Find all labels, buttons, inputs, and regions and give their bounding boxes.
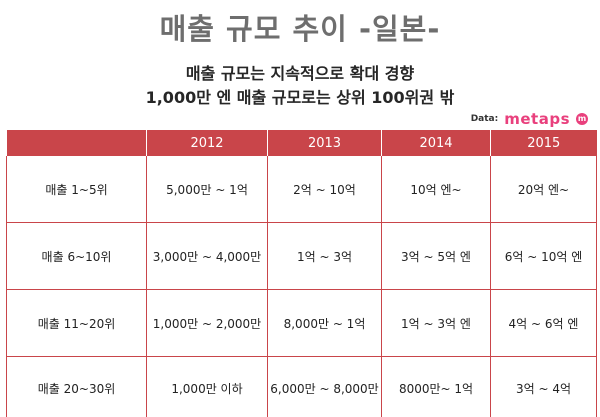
revenue-table: 2012 2013 2014 2015 매출 1~5위 5,000만 ~ 1억 … — [6, 130, 597, 417]
table-cell: 3,000만 ~ 4,000만 — [146, 222, 268, 290]
table-cell: 6,000만 ~ 8,000만 — [267, 356, 382, 417]
header-cell-2013: 2013 — [267, 130, 382, 156]
subtitle-line-2: 1,000만 엔 매출 규모로는 상위 100위권 밖 — [145, 88, 455, 107]
table-cell: 4억 ~ 6억 엔 — [490, 289, 597, 357]
table-cell: 8,000만 ~ 1억 — [267, 289, 382, 357]
table-cell: 6억 ~ 10억 엔 — [490, 222, 597, 290]
row-label: 매출 20~30위 — [6, 356, 147, 417]
page-title: 매출 규모 추이 -일본- — [159, 12, 441, 46]
table-cell: 2억 ~ 10억 — [267, 156, 382, 223]
source-label: Data: — [470, 114, 499, 124]
metaps-logo-icon: m — [576, 113, 588, 125]
row-label: 매출 1~5위 — [6, 156, 147, 223]
header-cell-blank — [6, 130, 147, 156]
row-label: 매출 6~10위 — [6, 222, 147, 290]
table-cell: 1,000만 ~ 2,000만 — [146, 289, 268, 357]
table-cell: 1,000만 이하 — [146, 356, 268, 417]
table-row: 매출 11~20위 1,000만 ~ 2,000만 8,000만 ~ 1억 1억… — [6, 289, 597, 357]
table-row: 매출 20~30위 1,000만 이하 6,000만 ~ 8,000만 8000… — [6, 356, 597, 417]
table-cell: 5,000만 ~ 1억 — [146, 156, 268, 223]
table-cell: 1억 ~ 3억 엔 — [381, 289, 491, 357]
subtitle-line-1: 매출 규모는 지속적으로 확대 경향 — [185, 64, 415, 83]
header-cell-2012: 2012 — [146, 130, 268, 156]
table-cell: 20억 엔~ — [490, 156, 597, 223]
table-row: 매출 1~5위 5,000만 ~ 1억 2억 ~ 10억 10억 엔~ 20억 … — [6, 156, 597, 223]
header-cell-2015: 2015 — [490, 130, 597, 156]
table-cell: 8000만~ 1억 — [381, 356, 491, 417]
table-cell: 3억 ~ 4억 — [490, 356, 597, 417]
table-cell: 1억 ~ 3억 — [267, 222, 382, 290]
table-row: 매출 6~10위 3,000만 ~ 4,000만 1억 ~ 3억 3억 ~ 5억… — [6, 222, 597, 290]
data-source: Data: metaps m — [471, 110, 588, 128]
header-cell-2014: 2014 — [381, 130, 491, 156]
table-cell: 10억 엔~ — [381, 156, 491, 223]
metaps-logo: metaps — [504, 110, 570, 128]
table-header-row: 2012 2013 2014 2015 — [6, 130, 597, 156]
row-label: 매출 11~20위 — [6, 289, 147, 357]
table-cell: 3억 ~ 5억 엔 — [381, 222, 491, 290]
